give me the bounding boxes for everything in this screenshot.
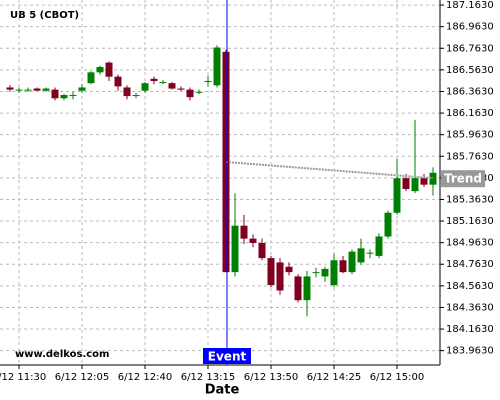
watermark: www.delkos.com [15, 349, 109, 360]
candle-body [168, 83, 176, 89]
y-tick-label: 183.9630 [446, 346, 494, 357]
candle-body [249, 238, 257, 243]
candle-body [33, 88, 41, 91]
candle-body [231, 225, 239, 273]
y-tick-label: 186.9630 [446, 22, 494, 33]
candle-body [42, 88, 50, 91]
y-tick-label: 185.7630 [446, 151, 494, 162]
chart-title: UB 5 (CBOT) [10, 10, 79, 21]
event-label: Event [208, 350, 247, 364]
y-tick-label: 186.7630 [446, 43, 494, 54]
candle-body [177, 88, 185, 90]
y-tick-label: 184.3630 [446, 302, 494, 313]
y-tick-label: 185.9630 [446, 130, 494, 141]
candle-body [114, 76, 122, 87]
candle-body [132, 95, 140, 97]
x-tick-label: 6/12 12:05 [55, 372, 109, 383]
y-tick-label: 186.5630 [446, 65, 494, 76]
trend-line [225, 160, 434, 180]
candle-body [276, 262, 284, 291]
candle-body [321, 268, 329, 277]
candle-body [204, 80, 212, 82]
y-tick-label: 185.1630 [446, 216, 494, 227]
candle-body [375, 236, 383, 256]
candle-body [393, 178, 401, 213]
x-tick-label: 6/12 11:30 [0, 372, 46, 383]
candle-body [348, 251, 356, 273]
candle-body [258, 242, 266, 259]
y-tick-label: 186.1630 [446, 108, 494, 119]
y-tick-label: 184.9630 [446, 238, 494, 249]
y-tick-label: 184.1630 [446, 324, 494, 335]
candle-body [87, 72, 95, 84]
trend-label-box [441, 170, 485, 188]
candle-body [366, 252, 374, 254]
x-tick-label: 6/12 14:25 [307, 372, 361, 383]
y-tick-label: 185.3630 [446, 194, 494, 205]
candle-body [195, 91, 203, 93]
candle-body [141, 83, 149, 91]
candle-body [285, 266, 293, 273]
candle-body [150, 78, 158, 81]
candle-body [402, 178, 410, 189]
candle-body [6, 87, 14, 90]
candle-body [429, 172, 437, 185]
y-tick-label: 186.3630 [446, 86, 494, 97]
candle-body [294, 276, 302, 301]
x-axis-title: Date [205, 383, 240, 398]
candle-body [267, 258, 275, 286]
candle-body [339, 260, 347, 273]
candle-body [69, 95, 77, 97]
candle-body [411, 178, 419, 192]
x-tick-label: 6/12 12:40 [118, 372, 172, 383]
y-tick-label: 184.5630 [446, 281, 494, 292]
candle-body [159, 82, 167, 84]
candle-body [420, 178, 428, 185]
trend-label: Trend [444, 172, 482, 186]
event-label-box [203, 348, 251, 364]
candle-body [15, 89, 23, 91]
candle-body [312, 272, 320, 274]
candle-body [60, 95, 68, 99]
candle-body [186, 89, 194, 98]
y-tick-label: 184.7630 [446, 259, 494, 270]
candle-body [357, 248, 365, 263]
x-tick-label: 6/12 13:15 [181, 372, 235, 383]
candle-body [78, 87, 86, 91]
x-tick-label: 6/12 13:50 [244, 372, 298, 383]
x-tick-label: 6/12 15:00 [370, 372, 424, 383]
candle-body [96, 66, 104, 73]
y-tick-label: 187.1630 [446, 0, 494, 11]
candle-body [51, 89, 59, 99]
candle-body [330, 260, 338, 286]
candle-body [24, 89, 32, 91]
candle-body [240, 225, 248, 239]
candle-body [213, 47, 221, 86]
candle-body [105, 62, 113, 77]
candle-body [123, 87, 131, 97]
candle-body [384, 212, 392, 237]
candle-body [303, 276, 311, 301]
